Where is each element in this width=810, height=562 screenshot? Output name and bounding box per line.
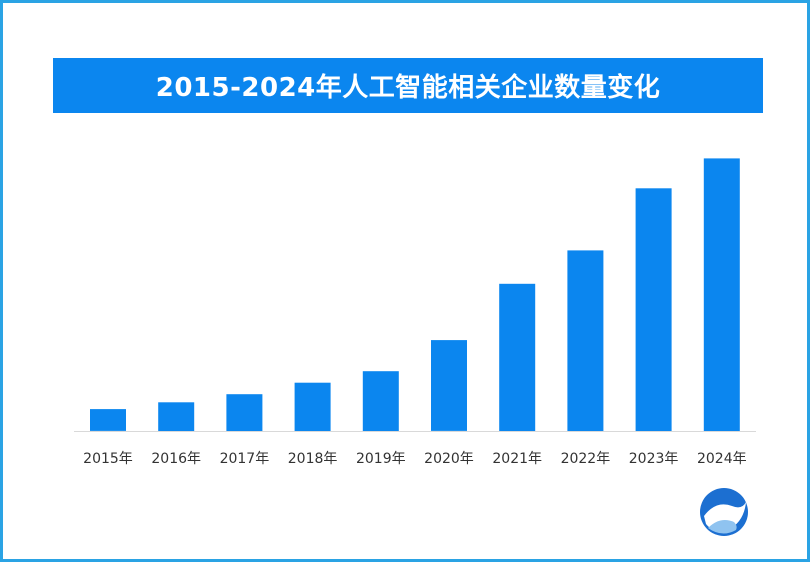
bar-2021年 bbox=[499, 283, 536, 431]
globe-logo-icon bbox=[700, 488, 748, 536]
bar-2017年 bbox=[226, 394, 263, 431]
bar-2020年 bbox=[431, 340, 467, 431]
x-tick-label: 2020年 bbox=[424, 451, 474, 467]
bar-2016年 bbox=[158, 402, 195, 432]
x-tick-label: 2015年 bbox=[83, 451, 133, 467]
bar-2019年 bbox=[362, 371, 399, 431]
x-tick-label: 2024年 bbox=[697, 451, 747, 467]
x-tick-label: 2016年 bbox=[151, 451, 201, 467]
bar-2022年 bbox=[567, 250, 604, 431]
bar-2018年 bbox=[294, 382, 331, 431]
x-tick-label: 2022年 bbox=[561, 451, 611, 467]
bar-2015年 bbox=[90, 409, 126, 431]
x-tick-label: 2021年 bbox=[492, 451, 542, 467]
bar-2024年 bbox=[703, 158, 740, 431]
x-tick-label: 2019年 bbox=[356, 451, 406, 467]
x-tick-label: 2018年 bbox=[288, 451, 338, 467]
bar-2023年 bbox=[635, 188, 672, 431]
x-tick-label: 2023年 bbox=[629, 451, 679, 467]
x-tick-label: 2017年 bbox=[220, 451, 270, 467]
chart-title: 2015-2024年人工智能相关企业数量变化 bbox=[155, 73, 661, 103]
chart-title-bar: 2015-2024年人工智能相关企业数量变化 bbox=[53, 58, 763, 113]
